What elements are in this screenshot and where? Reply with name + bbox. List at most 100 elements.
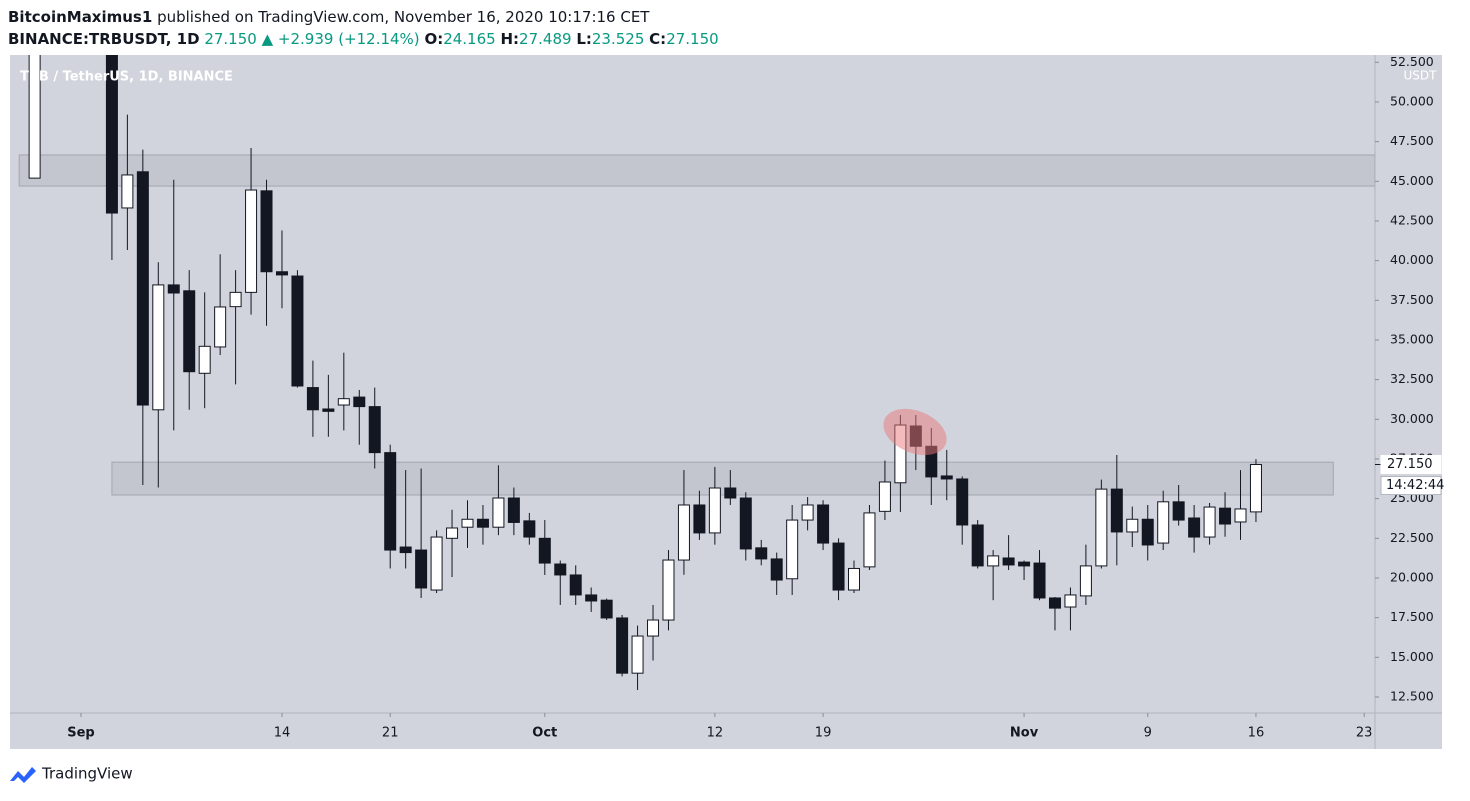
candle-body	[677, 504, 690, 561]
h: 27.489	[519, 30, 572, 48]
candle-body	[863, 512, 876, 568]
candle-body	[430, 536, 443, 591]
candle-body	[817, 504, 830, 544]
candle-body	[523, 520, 536, 538]
countdown-box	[1380, 476, 1442, 496]
candle-body	[275, 271, 288, 276]
brand: TradingView	[41, 765, 133, 783]
candle-body	[600, 599, 613, 619]
published: published on TradingView.com, November 1…	[152, 8, 650, 26]
candle-body	[1126, 518, 1139, 533]
candle-body	[291, 275, 304, 387]
candle-body	[554, 563, 567, 576]
y-tick-label: 17.500	[1390, 609, 1434, 624]
candle-body	[415, 549, 428, 589]
y-tick-label: 20.000	[1390, 569, 1434, 584]
candle-body	[832, 542, 845, 591]
candle-body	[956, 478, 969, 526]
author: BitcoinMaximus1	[8, 8, 152, 26]
candle-body	[878, 481, 891, 512]
candle-body	[121, 174, 134, 209]
candle-body	[801, 504, 814, 521]
candle-body	[1048, 597, 1061, 609]
candle-body	[1188, 517, 1201, 538]
unit: USDT	[1404, 69, 1438, 83]
last-price-label: 27.150	[1387, 457, 1433, 472]
zone	[111, 461, 1334, 496]
candle-body	[616, 617, 629, 674]
y-tick-label: 22.500	[1390, 530, 1434, 545]
candle-body	[198, 345, 211, 374]
y-tick-label: 47.500	[1390, 133, 1434, 148]
y-tick-label: 32.500	[1390, 371, 1434, 386]
candle-body	[260, 190, 273, 273]
c-label: C:	[649, 30, 666, 48]
candle-body	[229, 291, 242, 308]
candle-body	[987, 555, 1000, 567]
candle-body	[1141, 518, 1154, 546]
y-tick-label: 12.500	[1390, 688, 1434, 703]
x-tick-label: Sep	[67, 726, 95, 741]
y-tick-label: 15.000	[1390, 649, 1434, 664]
x-tick-label: Nov	[1010, 726, 1039, 741]
candle-body	[693, 504, 706, 534]
countdown: 14:42:44	[1386, 478, 1444, 493]
candle-body	[1219, 507, 1232, 525]
candle-body	[1249, 464, 1262, 513]
y-tick-label: 35.000	[1390, 331, 1434, 346]
candle-body	[183, 290, 196, 373]
y-tick-label: 37.500	[1390, 292, 1434, 307]
y-tick-label: 50.000	[1390, 93, 1434, 108]
candle-body	[770, 558, 783, 581]
candle-body	[306, 387, 319, 411]
candle-body	[214, 306, 227, 348]
change: ▲ +2.939 (+12.14%)	[262, 30, 420, 48]
candle-body	[1110, 488, 1123, 533]
candle-body	[971, 524, 984, 567]
l-label: L:	[576, 30, 592, 48]
l: 23.525	[592, 30, 645, 48]
candle-body	[739, 497, 752, 550]
candle-body	[647, 619, 660, 637]
candle-body	[1018, 561, 1031, 567]
x-tick-label: 21	[382, 726, 399, 741]
candle-body	[353, 396, 366, 408]
candle-body	[786, 519, 799, 580]
y-tick-label: 40.000	[1390, 252, 1434, 267]
candle-body	[476, 518, 489, 528]
chart-panel	[10, 55, 1442, 749]
candle-body	[245, 189, 258, 293]
candle-body	[1172, 501, 1185, 521]
candle-body	[399, 546, 412, 554]
o: 24.165	[443, 30, 496, 48]
x-tick-label: 12	[707, 726, 724, 741]
o-label: O:	[424, 30, 443, 48]
y-tick-label: 45.000	[1390, 173, 1434, 188]
candle-body	[136, 171, 149, 406]
c: 27.150	[666, 30, 719, 48]
highlight	[883, 408, 947, 456]
candle-body	[446, 527, 459, 539]
candle-body	[662, 559, 675, 621]
candle-body	[1079, 565, 1092, 597]
candle-body	[569, 574, 582, 596]
candle-body	[1002, 557, 1015, 566]
candle-body	[724, 487, 737, 499]
candle-body	[1033, 562, 1046, 599]
symbol: BINANCE:TRBUSDT, 1D	[8, 30, 200, 48]
candle-body	[1095, 488, 1108, 567]
x-tick-label: 14	[274, 726, 291, 741]
quote-line: BINANCE:TRBUSDT, 1D 27.150 ▲ +2.939 (+12…	[8, 30, 719, 48]
x-tick-label: 16	[1248, 726, 1265, 741]
candle-body	[1157, 501, 1170, 544]
candle-body	[507, 497, 520, 523]
x-tick-label: Oct	[532, 726, 557, 741]
candle-body	[538, 537, 551, 564]
candle-body	[1234, 508, 1247, 523]
candle-body	[631, 635, 644, 674]
logo	[10, 767, 36, 783]
candle-body	[105, 55, 118, 214]
candle-body	[1064, 594, 1077, 608]
legend: TRB / TetherUS, 1D, BINANCE	[20, 70, 233, 85]
